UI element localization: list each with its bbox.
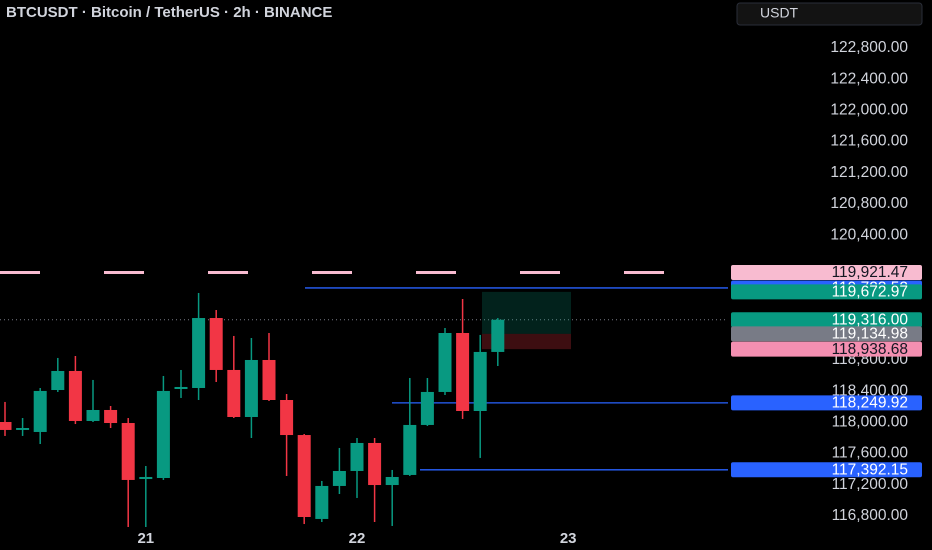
y-tick-label: 122,800.00: [830, 39, 908, 56]
price-label: 117,392.15: [832, 461, 908, 478]
y-tick-label: 121,200.00: [830, 164, 908, 181]
symbol-title: BTCUSDT · Bitcoin / TetherUS · 2h · BINA…: [6, 4, 332, 21]
candle-body: [139, 476, 153, 480]
price-label: 119,672.97: [832, 283, 908, 300]
candle-body: [385, 476, 399, 486]
price-label-box: [731, 326, 922, 342]
y-tick-label: 121,600.00: [830, 133, 908, 150]
candle-body: [156, 390, 170, 479]
candle-body: [315, 485, 329, 519]
candle-body: [244, 359, 258, 418]
price-label: 118,938.68: [832, 341, 908, 358]
candle-body: [174, 386, 188, 390]
y-tick-label: 122,000.00: [830, 101, 908, 118]
price-label: 118,249.92: [832, 394, 908, 411]
candle-body: [68, 370, 82, 421]
candle-body: [280, 400, 294, 436]
y-tick-label: 120,400.00: [830, 226, 908, 243]
candle-body: [0, 421, 12, 430]
candle-body: [86, 409, 100, 421]
y-tick-label: 117,200.00: [832, 476, 909, 493]
price-label: 119,134.98: [832, 325, 908, 342]
candle-body: [438, 332, 452, 392]
price-label-box: [731, 312, 922, 328]
candle-body: [332, 470, 346, 486]
price-label-box: [731, 395, 922, 411]
candle-body: [368, 442, 382, 486]
y-tick-label: 122,400.00: [830, 70, 908, 87]
y-tick-label: 118,000.00: [832, 413, 909, 430]
candle-body: [16, 428, 30, 430]
candle-body: [350, 442, 364, 471]
candle-body: [121, 423, 135, 480]
currency-label[interactable]: USDT: [760, 5, 799, 21]
candle-body: [297, 435, 311, 518]
candle-body: [473, 351, 487, 411]
candle-body: [192, 318, 206, 388]
candle-body: [491, 319, 505, 352]
currency-button[interactable]: [736, 2, 923, 26]
candle-body: [262, 359, 276, 400]
price-label-box: [731, 265, 922, 281]
candle-body: [420, 391, 434, 425]
candle-body: [227, 369, 241, 418]
y-tick-label: 120,800.00: [830, 195, 908, 212]
x-tick-label: 21: [137, 530, 154, 547]
price-label-box: [731, 284, 922, 300]
price-label: 119,921.47: [832, 264, 908, 281]
candle-body: [51, 370, 65, 391]
candle-body: [33, 390, 47, 432]
price-label-box: [731, 462, 922, 478]
x-tick-label: 22: [349, 530, 366, 547]
y-tick-label: 116,800.00: [832, 507, 909, 524]
price-label: 119,316.00: [832, 311, 909, 328]
y-tick-label: 118,400.00: [832, 382, 909, 399]
candle-body: [456, 332, 470, 411]
x-tick-label: 23: [560, 530, 577, 547]
y-tick-label: 117,600.00: [832, 445, 909, 462]
candle-body: [209, 318, 223, 370]
candle-body: [104, 409, 118, 424]
price-label-box: [731, 341, 922, 357]
candle-body: [403, 424, 417, 475]
